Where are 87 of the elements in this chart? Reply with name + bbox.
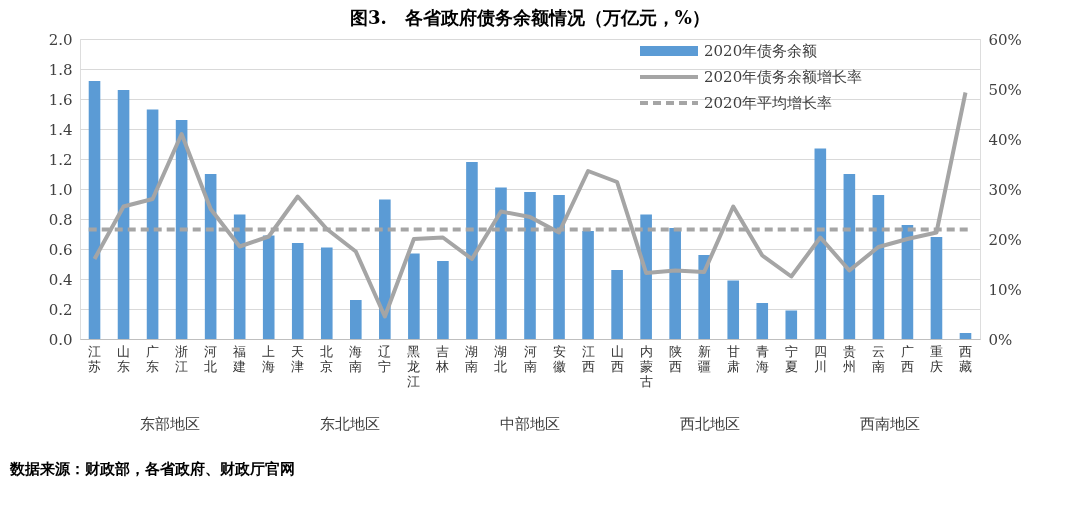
source-note: 数据来源：财政部，各省政府、财政厅官网	[9, 460, 295, 478]
y-tick-label: 0.8	[48, 210, 73, 229]
bar	[146, 109, 159, 339]
bar	[379, 199, 391, 339]
x-tick-label: 甘肃	[726, 343, 740, 374]
y-tick-label: 0.0	[48, 330, 73, 349]
x-tick-label: 福建	[232, 343, 247, 374]
y-tick-label: 2.0	[48, 30, 73, 49]
y-tick-label: 1.0	[48, 180, 73, 199]
bar	[524, 192, 536, 339]
x-tick-label: 宁夏	[784, 343, 798, 374]
bar	[291, 243, 304, 339]
y-tick-label: 1.4	[48, 120, 73, 139]
x-tick-label: 陕西	[668, 343, 682, 374]
y2-tick-label: 60%	[988, 30, 1022, 49]
bar	[669, 228, 681, 339]
bar	[959, 333, 972, 339]
x-tick-label: 湖南	[465, 343, 479, 374]
x-tick-label: 西藏	[958, 343, 972, 374]
x-tick-label: 辽宁	[378, 343, 392, 374]
x-tick-label: 天津	[291, 343, 305, 374]
bar	[117, 90, 130, 339]
bar	[553, 195, 565, 339]
y-tick-label: 0.2	[48, 300, 73, 319]
legend-label: 2020年债务余额增长率	[704, 68, 863, 86]
x-tick-label: 山西	[610, 343, 624, 374]
bar	[320, 247, 333, 339]
bar	[785, 310, 798, 339]
text: 东北地区	[320, 415, 380, 433]
x-tick-label: 海南	[349, 343, 363, 374]
text: 中部地区	[500, 415, 560, 433]
legend-label: 2020年平均增长率	[704, 94, 833, 112]
y2-tick-label: 20%	[988, 230, 1022, 249]
bar	[756, 303, 769, 339]
y-tick-label: 0.4	[48, 270, 73, 289]
y2-tick-label: 50%	[988, 80, 1022, 99]
bar	[582, 231, 594, 339]
y2-tick-label: 40%	[988, 130, 1022, 149]
x-tick-label: 内蒙古	[639, 343, 653, 389]
x-tick-label: 新疆	[697, 343, 711, 374]
chart-title: 图3. 各省政府债务余额情况（万亿元，%）	[350, 7, 710, 28]
text: 西南地区	[860, 415, 920, 433]
legend-label: 2020年债务余额	[704, 42, 818, 60]
x-tick-label: 上海	[262, 343, 276, 374]
bar	[495, 187, 507, 339]
y2-tick-label: 10%	[988, 280, 1022, 299]
bar	[88, 81, 101, 339]
x-tick-label: 广西	[900, 343, 914, 374]
y-tick-label: 1.2	[48, 150, 73, 169]
x-tick-label: 江西	[581, 343, 595, 374]
x-tick-label: 河南	[523, 343, 537, 374]
x-tick-label: 安徽	[552, 343, 566, 374]
y-tick-label: 0.6	[48, 240, 73, 259]
x-tick-label: 云南	[871, 343, 885, 374]
bar	[698, 255, 710, 339]
text: 东部地区	[140, 415, 200, 433]
y2-tick-label: 30%	[988, 180, 1022, 199]
bar	[640, 214, 652, 339]
x-tick-label: 北京	[320, 343, 334, 374]
x-tick-label: 四川	[813, 343, 827, 374]
bar	[843, 174, 856, 339]
bar	[466, 162, 478, 339]
bar	[611, 270, 623, 339]
bar	[437, 261, 449, 339]
y-tick-label: 1.8	[48, 60, 73, 79]
bar	[872, 195, 885, 339]
x-tick-label: 重庆	[929, 343, 943, 374]
x-tick-label: 广东	[146, 343, 160, 374]
bar	[930, 237, 943, 339]
bar	[408, 253, 420, 339]
bar	[262, 235, 275, 339]
bar	[727, 280, 740, 339]
x-tick-label: 黑龙江	[407, 343, 421, 389]
x-tick-label: 吉林	[435, 343, 450, 374]
x-tick-label: 湖北	[494, 343, 508, 374]
x-tick-label: 贵州	[842, 343, 856, 374]
text: 西北地区	[680, 415, 740, 433]
x-tick-label: 江苏	[88, 343, 102, 374]
line-series	[92, 90, 968, 319]
x-tick-label: 浙江	[175, 343, 189, 374]
x-tick-label: 山东	[117, 343, 131, 374]
bar	[350, 300, 362, 339]
y2-tick-label: 0%	[988, 330, 1013, 349]
bar	[814, 148, 827, 339]
x-tick-label: 河北	[204, 343, 218, 374]
x-tick-label: 青海	[755, 343, 769, 374]
y-tick-label: 1.6	[48, 90, 73, 109]
